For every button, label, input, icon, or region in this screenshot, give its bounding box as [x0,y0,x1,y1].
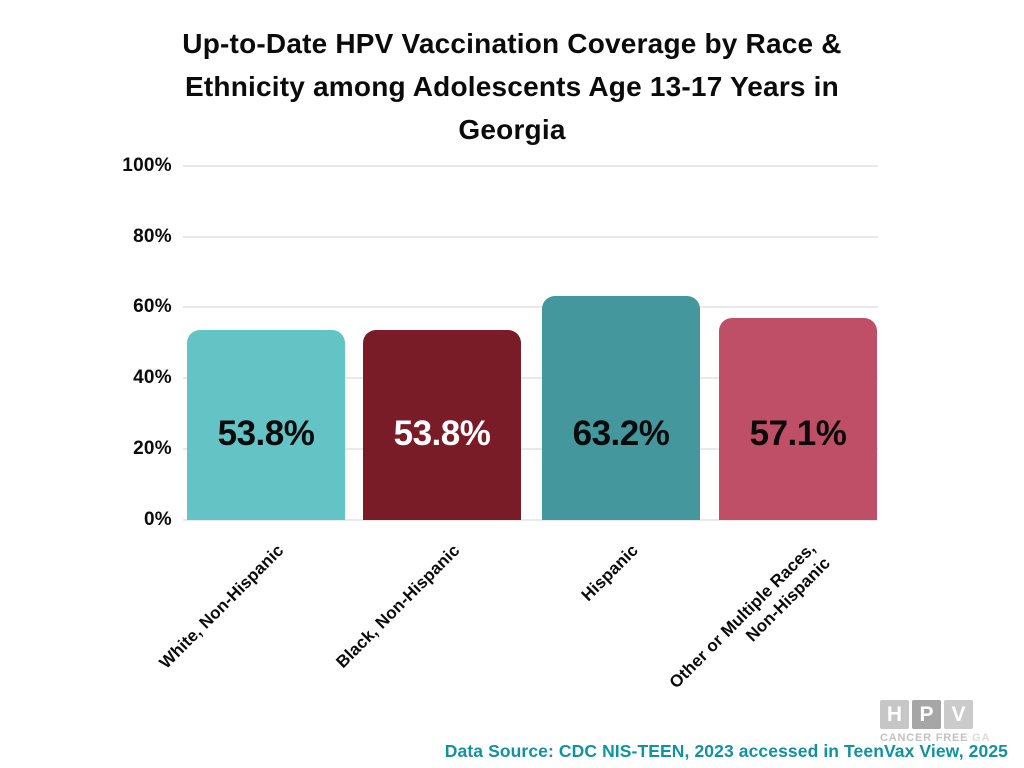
gridline-0 [183,519,878,521]
y-tick-label: 60% [133,296,172,317]
x-category-label: Black, Non-Hispanic [332,540,464,672]
bar-value-label: 57.1% [749,414,847,453]
bar-white-non-hispanic [187,329,345,520]
y-tick-label: 40% [133,367,172,388]
hpv-logo-letter-p: P [912,700,941,729]
bar-other-multiple-races [719,317,877,520]
chart-title-line: Georgia [458,114,566,145]
y-tick-label: 80% [133,226,172,247]
x-category-label: Hispanic [578,540,643,605]
gridline-100 [183,165,878,167]
logo-caption-main: CANCER FREE [880,732,969,744]
hpv-logo-letter-h: H [880,700,909,729]
gridline-40 [183,377,878,379]
bar-value-label: 63.2% [572,414,670,453]
bar-black-non-hispanic [363,329,521,520]
y-tick-label: 100% [122,155,172,176]
hpv-logo-letter-v: V [944,700,973,729]
y-tick-label: 20% [133,438,172,459]
chart-title: Up-to-Date HPV Vaccination Coverage by R… [0,22,1024,151]
bar-hispanic [542,296,700,520]
bar-value-label: 53.8% [393,414,491,453]
logo-caption: CANCER FREE GA [880,732,989,744]
data-source: Data Source: CDC NIS-TEEN, 2023 accessed… [444,741,1008,761]
gridline-20 [183,448,878,450]
hpv-cancer-free-ga-logo: H P V CANCER FREE GA [880,700,989,744]
gridline-60 [183,306,878,308]
y-tick-label: 0% [143,509,172,530]
x-category-label: Other or Multiple Races, Non-Hispanic [665,538,834,693]
chart-title-line: Up-to-Date HPV Vaccination Coverage by R… [182,28,842,59]
bar-value-label: 53.8% [217,414,315,453]
x-category-label: White, Non-Hispanic [155,540,288,673]
chart-title-line: Ethnicity among Adolescents Age 13-17 Ye… [185,71,839,102]
gridline-80 [183,236,878,238]
logo-caption-suffix: GA [972,732,991,744]
hpv-logo-boxes: H P V [880,700,980,729]
